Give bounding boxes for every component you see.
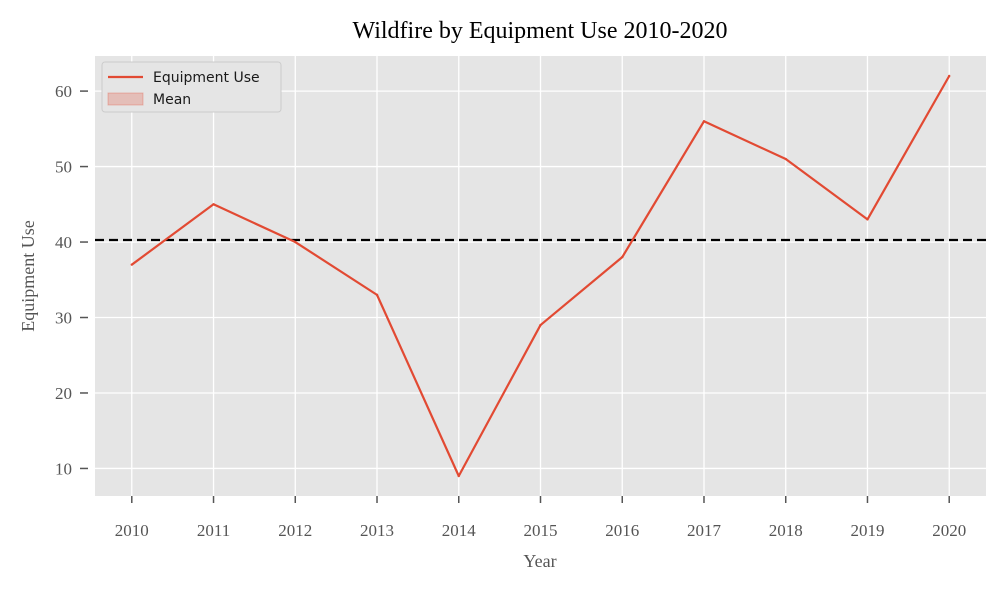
data-point [130,263,133,266]
x-tick-label: 2011 [197,521,230,540]
x-tick-label: 2016 [605,521,639,540]
grid [95,56,986,496]
chart-title: Wildfire by Equipment Use 2010-2020 [353,18,728,44]
ticks: 2010 2011 2012 2013 2014 2015 2016 2017 2018 2019… [55,82,966,540]
data-point [539,323,542,327]
y-tick-label: 30 [55,309,72,328]
x-tick-label: 2012 [278,521,312,540]
y-tick-label: 60 [55,82,72,101]
legend-patch-swatch [107,92,144,106]
legend-box [101,61,282,113]
data-point [784,157,787,161]
data-point [702,120,706,123]
legend-label: Mean [153,92,191,108]
data-point [375,293,379,297]
x-tick-label: 2015 [524,521,558,540]
data-point [294,240,297,244]
x-tick-label: 2014 [442,521,477,540]
y-tick-label: 20 [55,384,72,403]
data-point [212,203,215,206]
data-point [866,218,869,221]
x-tick-label: 2013 [360,521,394,540]
legend: Equipment Use Mean [101,61,282,113]
x-tick-label: 2017 [687,521,722,540]
data-point [621,255,624,259]
series-layer [130,74,951,478]
legend-label: Equipment Use [153,70,260,86]
x-tick-label: 2020 [932,521,966,540]
x-tick-label: 2019 [850,521,884,540]
x-tick-label: 2018 [769,521,803,540]
y-tick-label: 10 [55,459,72,478]
y-tick-label: 50 [55,158,72,177]
x-axis-label: Year [523,551,556,571]
y-tick-label: 40 [55,233,72,252]
x-tick-label: 2010 [115,521,149,540]
data-point [948,74,951,78]
y-axis-label: Equipment Use [18,220,38,331]
data-point [457,474,460,478]
